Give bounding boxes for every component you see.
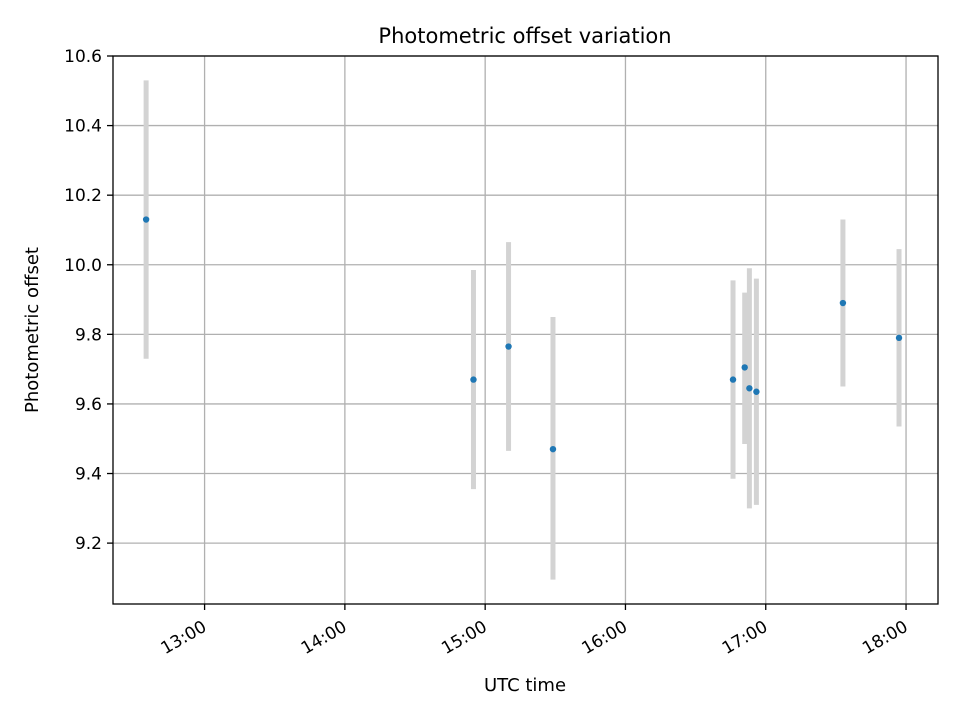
y-tick-label: 10.6: [64, 47, 102, 67]
y-tick-label: 9.4: [75, 465, 102, 485]
y-tick-label: 10.2: [64, 186, 102, 206]
data-point: [746, 385, 753, 392]
y-tick-label: 9.2: [75, 534, 102, 554]
plot-frame: [112, 55, 939, 605]
y-tick-label: 9.8: [75, 325, 102, 345]
data-point: [470, 376, 477, 383]
y-axis-label: Photometric offset: [22, 247, 43, 413]
data-point: [753, 388, 760, 395]
x-axis-label: UTC time: [484, 675, 566, 696]
data-points: [142, 216, 903, 453]
y-tick-label: 10.4: [64, 117, 102, 137]
y-tick-label: 10.0: [64, 256, 102, 276]
chart-title: Photometric offset variation: [378, 24, 671, 48]
data-point: [142, 216, 150, 223]
data-point: [741, 364, 748, 371]
y-axis-ticks: 9.2 9.4 9.6 9.8 10.0 10.2 10.4 10.6: [64, 47, 113, 554]
data-point: [895, 334, 903, 342]
data-point: [729, 376, 737, 383]
y-tick-label: 9.6: [75, 395, 102, 415]
plot-area: [113, 56, 938, 604]
data-point: [505, 343, 512, 350]
data-point: [549, 445, 557, 453]
data-point: [839, 299, 847, 307]
